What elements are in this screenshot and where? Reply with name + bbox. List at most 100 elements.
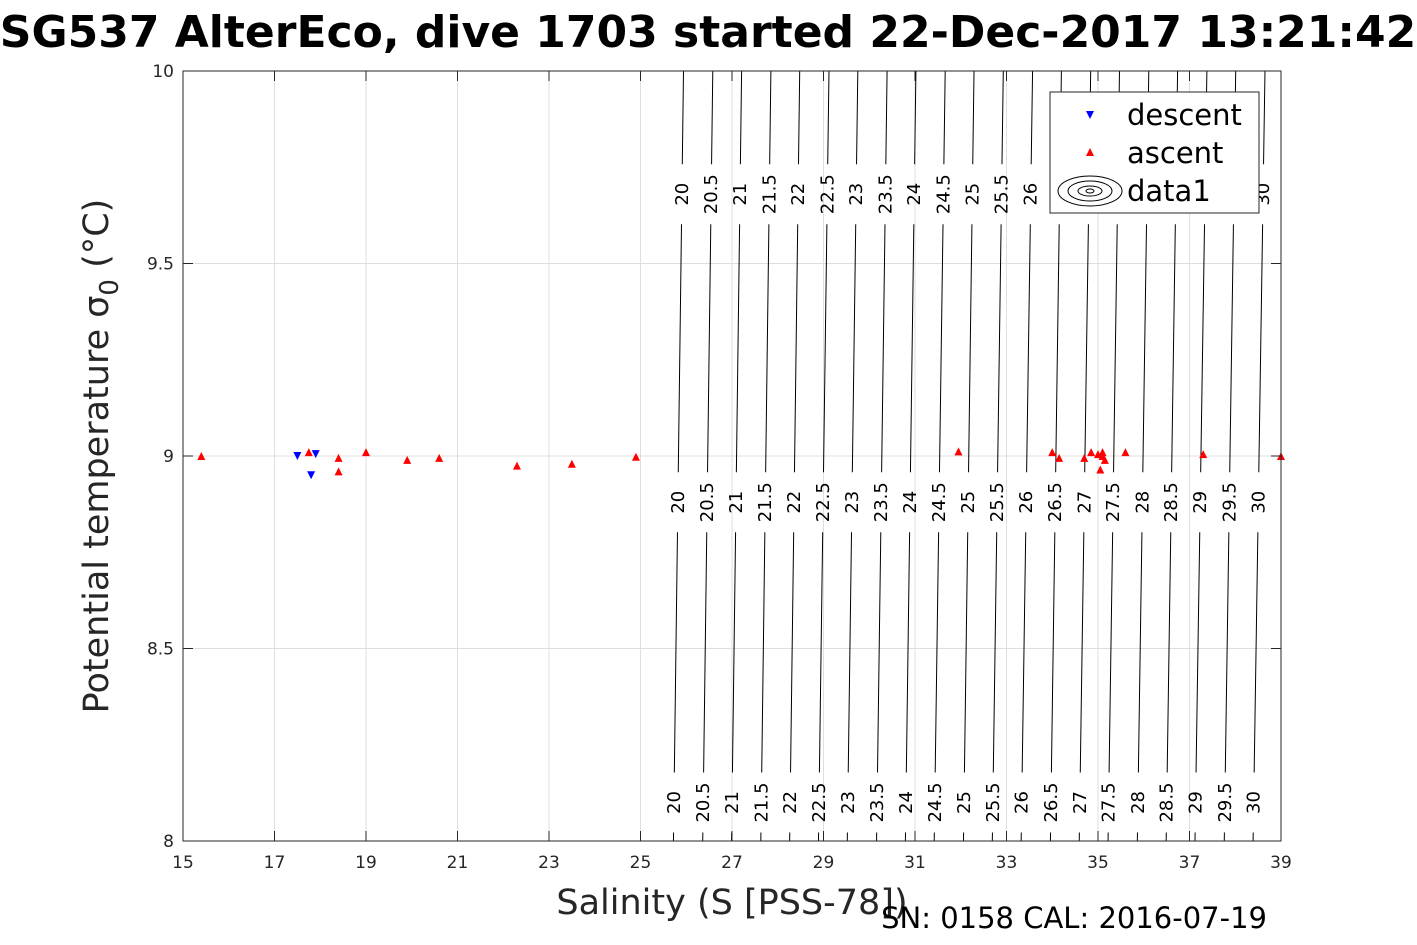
contour-label: 23 (842, 491, 863, 514)
chart-title: SG537 AlterEco, dive 1703 started 22-Dec… (0, 7, 1416, 58)
contour-label: 27.5 (1099, 782, 1120, 822)
contour-line-segment (1084, 224, 1089, 473)
x-tick-label: 21 (447, 853, 469, 873)
contour-line-segment (1263, 70, 1266, 165)
ascent-marker (1199, 450, 1208, 459)
x-tick-label: 37 (1179, 853, 1201, 873)
contour-23-5: 23.5 23.5 23.5 (867, 70, 896, 842)
contour-label: 23.5 (871, 482, 892, 522)
x-tick-label: 35 (1087, 853, 1109, 873)
ascent-marker (1080, 453, 1089, 462)
contour-line-segment (1166, 532, 1172, 773)
ascent-marker (197, 452, 206, 460)
contour-line-segment (905, 532, 911, 773)
contour-line-segment (1258, 224, 1264, 473)
contour-label: 28.5 (1157, 782, 1178, 822)
y-axis-label-main: Potential temperature σ (77, 296, 117, 714)
contour-label: 22.5 (813, 482, 834, 522)
contour-label: 25.5 (992, 174, 1013, 214)
y-tick-label: 9.5 (147, 255, 174, 275)
contour-label: 25.5 (987, 482, 1008, 522)
contour-label: 21.5 (751, 782, 772, 822)
legend-data1-label: data1 (1127, 174, 1211, 208)
x-tick-label: 17 (264, 853, 286, 873)
contour-label: 26 (1012, 791, 1033, 814)
contour-line-segment (677, 224, 683, 473)
contour-line-segment (790, 532, 795, 773)
x-tick-label: 23 (538, 853, 560, 873)
contour-line-segment (1224, 532, 1230, 773)
y-axis-label-unit: (°C) (77, 199, 117, 279)
y-axis-label-subscript: 0 (95, 279, 125, 296)
data-markers (197, 447, 1285, 480)
x-tick-label: 25 (630, 853, 652, 873)
contour-line-segment (1050, 532, 1056, 773)
contour-line-segment (1253, 532, 1259, 773)
ascent-marker (1048, 448, 1057, 457)
contour-label: 27 (1070, 791, 1091, 814)
ascent-marker (1087, 448, 1096, 457)
legend-item-data1: data1 (1057, 174, 1211, 208)
legend-item-ascent: ascent (1086, 136, 1223, 170)
contour-label: 27 (1074, 491, 1095, 514)
contour-25-5: 25.5 25.5 25.5 (983, 70, 1013, 842)
legend-ascent-label: ascent (1127, 136, 1223, 170)
contour-line-segment (823, 224, 828, 473)
contour-line-segment (938, 224, 944, 473)
contour-line-segment (711, 70, 714, 165)
x-tick-label: 31 (904, 853, 926, 873)
contour-21-5: 21.5 21.5 21.5 (751, 70, 780, 842)
x-tick-label: 15 (172, 853, 194, 873)
contour-label: 22 (780, 791, 801, 814)
ascent-marker (1121, 448, 1130, 457)
x-tick-label: 39 (1270, 853, 1292, 873)
contour-line-segment (934, 532, 940, 773)
ascent-marker (567, 459, 576, 468)
contour-24: 24 24 24 (896, 70, 925, 842)
contour-label: 23 (846, 183, 867, 206)
contour-line-segment (847, 532, 853, 773)
contour-label: 22 (784, 491, 805, 514)
contour-label: 26.5 (1045, 482, 1066, 522)
contour-line-segment (1113, 224, 1118, 473)
contour-label: 20.5 (697, 482, 718, 522)
contour-label: 20.5 (693, 782, 714, 822)
y-tick-label: 8.5 (147, 640, 174, 660)
contour-line-segment (735, 224, 741, 473)
contour-label: 28.5 (1161, 482, 1182, 522)
contour-label: 20 (668, 491, 689, 514)
calibration-footer: SN: 0158 CAL: 2016-07-19 (881, 901, 1267, 935)
contour-line-segment (827, 70, 830, 165)
contour-line-segment (851, 224, 857, 473)
x-axis-label: Salinity (S [PSS-78]) (556, 883, 907, 923)
y-tick-label: 9 (163, 447, 174, 467)
contour-line-segment (885, 70, 888, 165)
descent-marker (311, 450, 320, 459)
contour-label: 22.5 (809, 782, 830, 822)
contour-line-segment (681, 70, 685, 165)
contour-line-segment (1030, 70, 1034, 165)
legend-descent-label: descent (1127, 98, 1242, 132)
ascent-marker (362, 448, 370, 457)
contour-line-segment (761, 532, 766, 773)
contour-20: 20 20 20 (664, 70, 693, 842)
ascent-marker (1055, 453, 1064, 462)
contour-label: 24.5 (933, 174, 954, 214)
contour-line-segment (1026, 224, 1031, 473)
contour-line-segment (1142, 224, 1148, 473)
contour-label: 25 (962, 183, 983, 206)
legend-descent-marker-icon (1086, 111, 1094, 119)
contour-20-5: 20.5 20.5 20.5 (693, 70, 722, 842)
contour-25: 25 25 25 (954, 70, 983, 842)
legend-box (1049, 91, 1260, 214)
ascent-marker (1098, 452, 1107, 460)
x-tick-label: 33 (996, 853, 1018, 873)
contour-line-segment (673, 532, 678, 773)
contour-line-segment (739, 70, 743, 165)
x-tick-label: 27 (721, 853, 743, 873)
contour-label: 29 (1190, 491, 1211, 514)
contour-line-segment (992, 532, 998, 773)
contour-label: 21 (730, 183, 751, 206)
